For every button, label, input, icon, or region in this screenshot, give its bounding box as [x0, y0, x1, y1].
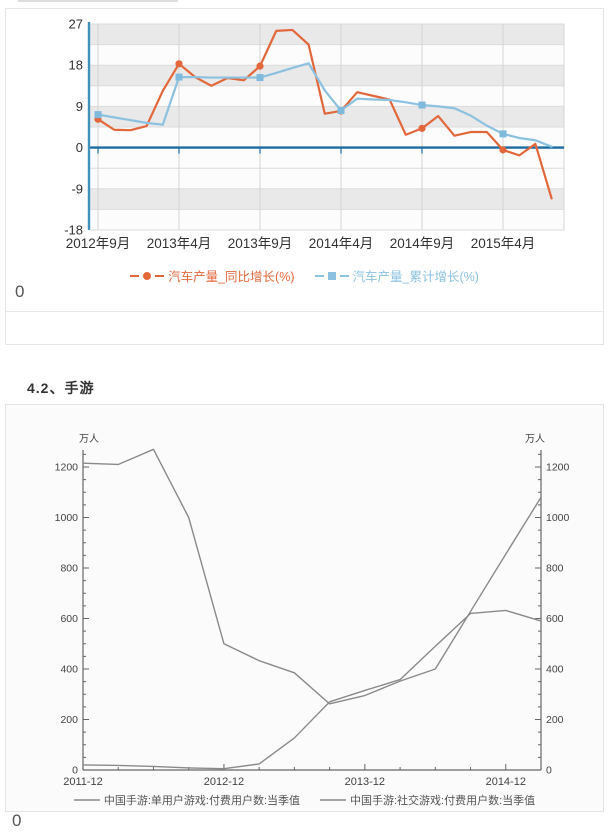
series-marker	[175, 60, 183, 68]
divider	[6, 311, 603, 312]
y-tick-label-left: 0	[72, 765, 78, 777]
series-marker	[94, 111, 102, 119]
legend-item-0: 汽车产量_同比增长(%)	[130, 266, 295, 285]
x-tick-label: 2013年9月	[228, 236, 293, 251]
x-tick-label: 2014-12	[486, 776, 526, 788]
x-tick-label: 2015年4月	[471, 236, 536, 251]
legend-label: 中国手游:社交游戏:付费用户数:当季值	[350, 795, 536, 807]
y-tick-label: 9	[76, 99, 83, 114]
y-tick-label: -9	[71, 181, 83, 196]
series-marker	[499, 130, 507, 138]
cropped-element-remnant	[18, 0, 178, 2]
legend-label: 汽车产量_累计增长(%)	[352, 270, 479, 284]
chart1-legend: 汽车产量_同比增长(%) 汽车产量_累计增长(%)	[6, 266, 603, 285]
y-tick-label: 0	[76, 140, 83, 155]
plot-band	[89, 65, 564, 86]
series-line-0	[83, 448, 541, 705]
y-tick-label-left: 800	[60, 563, 78, 575]
mobile-game-paying-users-chart: 0 0 200 200 400 400 600 600 800 800 1000 1000 1200 12…	[55, 433, 570, 788]
unit-label-right: 万人	[525, 433, 545, 445]
legend-label: 中国手游:单用户游戏:付费用户数:当季值	[103, 795, 300, 807]
series-marker	[499, 146, 507, 154]
y-tick-label-right: 400	[546, 664, 564, 676]
chart2-caption: 0	[12, 811, 22, 830]
x-tick-label: 2012-12	[204, 776, 244, 788]
auto-production-chart-card: 27 18 9 0 -9 -18 2012年9月 2013年4月 2013年9月 2014年4月 2…	[5, 8, 604, 345]
x-tick-label: 2013年4月	[147, 236, 212, 251]
legend-item-1: 汽车产量_累计增长(%)	[314, 266, 479, 285]
y-tick-label-left: 600	[60, 613, 78, 625]
y-tick-label-right: 600	[546, 613, 564, 625]
series-marker	[418, 101, 426, 109]
series-line-1	[83, 609, 541, 770]
chart2-legend: 中国手游:单用户游戏:付费用户数:当季值 中国手游:社交游戏:付费用户数:当季值	[6, 792, 603, 808]
x-tick-label: 2013-12	[345, 776, 385, 788]
legend-item-1: 中国手游:社交游戏:付费用户数:当季值	[320, 792, 535, 808]
plot-band	[89, 106, 564, 127]
line-swatch-icon	[320, 799, 346, 801]
x-tick-label: 2014年9月	[390, 236, 455, 251]
mobile-game-chart-card: 0 0 200 200 400 400 600 600 800 800 1000 1000 1200 12…	[5, 404, 604, 812]
section-heading: 4.2、手游	[27, 380, 95, 396]
y-tick-label-left: 1200	[55, 462, 79, 474]
y-tick-label: 27	[69, 17, 83, 32]
series-line-0	[96, 28, 553, 200]
circle-line-swatch-icon	[130, 271, 165, 280]
unit-label-left: 万人	[79, 433, 99, 445]
x-tick-label: 2014年4月	[309, 236, 374, 251]
legend-item-0: 中国手游:单用户游戏:付费用户数:当季值	[73, 792, 300, 808]
series-line-1	[96, 62, 553, 148]
series-marker	[175, 73, 183, 81]
series-marker	[256, 62, 264, 70]
y-tick-label-left: 200	[60, 714, 78, 726]
chart1-caption: 0	[15, 282, 25, 301]
y-tick-label: 18	[69, 58, 83, 73]
plot-band	[89, 188, 564, 210]
y-tick-label: -18	[64, 223, 83, 238]
square-line-swatch-icon	[314, 271, 349, 280]
series-marker	[418, 124, 426, 132]
legend-label: 汽车产量_同比增长(%)	[168, 270, 295, 284]
series-marker	[337, 107, 345, 115]
series-marker	[256, 74, 264, 82]
line-swatch-icon	[73, 799, 100, 801]
y-tick-label-left: 1000	[55, 512, 79, 524]
plot-band	[89, 24, 564, 45]
y-tick-label-right: 0	[546, 765, 552, 777]
x-tick-label: 2011-12	[63, 776, 103, 788]
y-tick-label-right: 800	[546, 563, 564, 575]
y-tick-label-right: 1200	[546, 462, 570, 474]
x-tick-label: 2012年9月	[66, 236, 131, 251]
y-tick-label-right: 200	[546, 714, 564, 726]
y-tick-label-right: 1000	[546, 512, 570, 524]
y-tick-label-left: 400	[60, 664, 78, 676]
